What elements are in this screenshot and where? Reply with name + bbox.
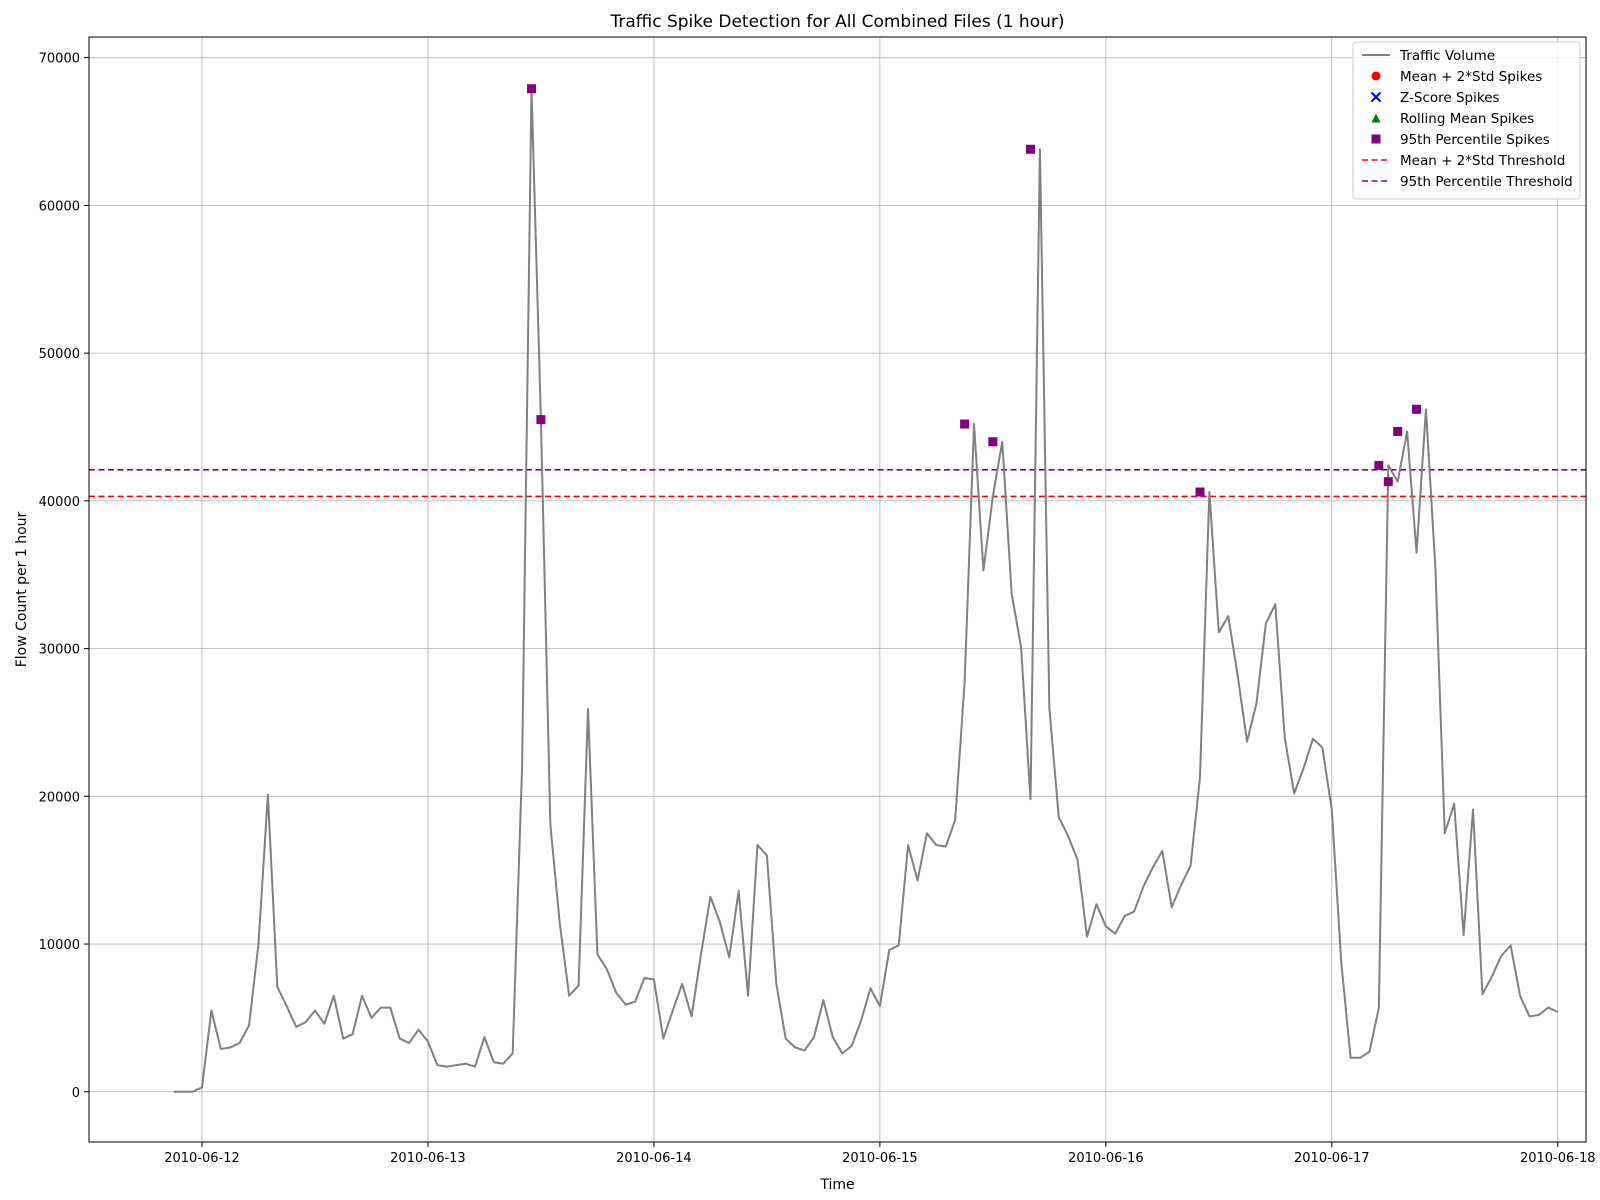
spike-marker (536, 415, 546, 425)
x-axis-label: Time (819, 1177, 854, 1193)
series (173, 87, 1559, 1093)
x-tick-label: 2010-06-18 (1520, 1151, 1596, 1166)
traffic-volume-line (173, 87, 1559, 1093)
y-axis-label: Flow Count per 1 hour (14, 511, 30, 667)
spike-marker (1393, 426, 1403, 436)
y-tick-label: 60000 (39, 199, 80, 214)
x-tick-label: 2010-06-15 (842, 1151, 918, 1166)
legend-label: Mean + 2*Std Threshold (1400, 153, 1565, 169)
spike-marker (1412, 404, 1422, 414)
legend: Traffic Volume Mean + 2*Std Spikes Z-Score… (1352, 41, 1581, 200)
legend-label: Traffic Volume (1399, 48, 1495, 64)
spike-marker (1383, 477, 1393, 487)
legend-swatch-stroke (1370, 91, 1382, 103)
legend-swatch (1371, 134, 1381, 144)
y-tick-label: 10000 (39, 938, 80, 953)
spike-markers (527, 84, 1422, 497)
y-tick-label: 20000 (39, 790, 80, 805)
spike-marker (1374, 460, 1384, 470)
x-tick-label: 2010-06-14 (616, 1151, 692, 1166)
y-tick-label: 40000 (39, 495, 80, 510)
plot-frame (88, 36, 1587, 1143)
legend-label: Mean + 2*Std Spikes (1400, 69, 1542, 85)
y-tick-label: 70000 (39, 52, 80, 67)
x-tick-label: 2010-06-12 (164, 1151, 240, 1166)
legend-swatch (1370, 91, 1382, 103)
legend-label: Z-Score Spikes (1400, 90, 1500, 106)
legend-box (1352, 41, 1581, 200)
spike-marker (1026, 144, 1036, 154)
chart-title: Traffic Spike Detection for All Combined… (609, 12, 1064, 32)
x-tick-label: 2010-06-17 (1294, 1151, 1370, 1166)
spike-marker (988, 437, 998, 447)
spike-marker (1195, 487, 1205, 497)
x-tick-label: 2010-06-16 (1068, 1151, 1144, 1166)
y-tick-label: 30000 (39, 643, 80, 658)
legend-label: 95th Percentile Threshold (1400, 174, 1573, 190)
x-tick-label: 2010-06-13 (390, 1151, 466, 1166)
y-tick-label: 0 (72, 1086, 80, 1101)
grid (89, 37, 1586, 1142)
threshold-lines (89, 469, 1586, 498)
y-tick-label: 50000 (39, 347, 80, 362)
spike-marker (527, 84, 537, 94)
legend-label: Rolling Mean Spikes (1400, 111, 1534, 127)
axis-ticks: 2010-06-12 2010-06-13 2010-06-14 2010-06-15… (39, 52, 1596, 1166)
legend-label: 95th Percentile Spikes (1400, 132, 1550, 148)
legend-swatch (1371, 71, 1381, 81)
legend-swatch (1371, 113, 1381, 123)
spike-marker (960, 419, 970, 429)
